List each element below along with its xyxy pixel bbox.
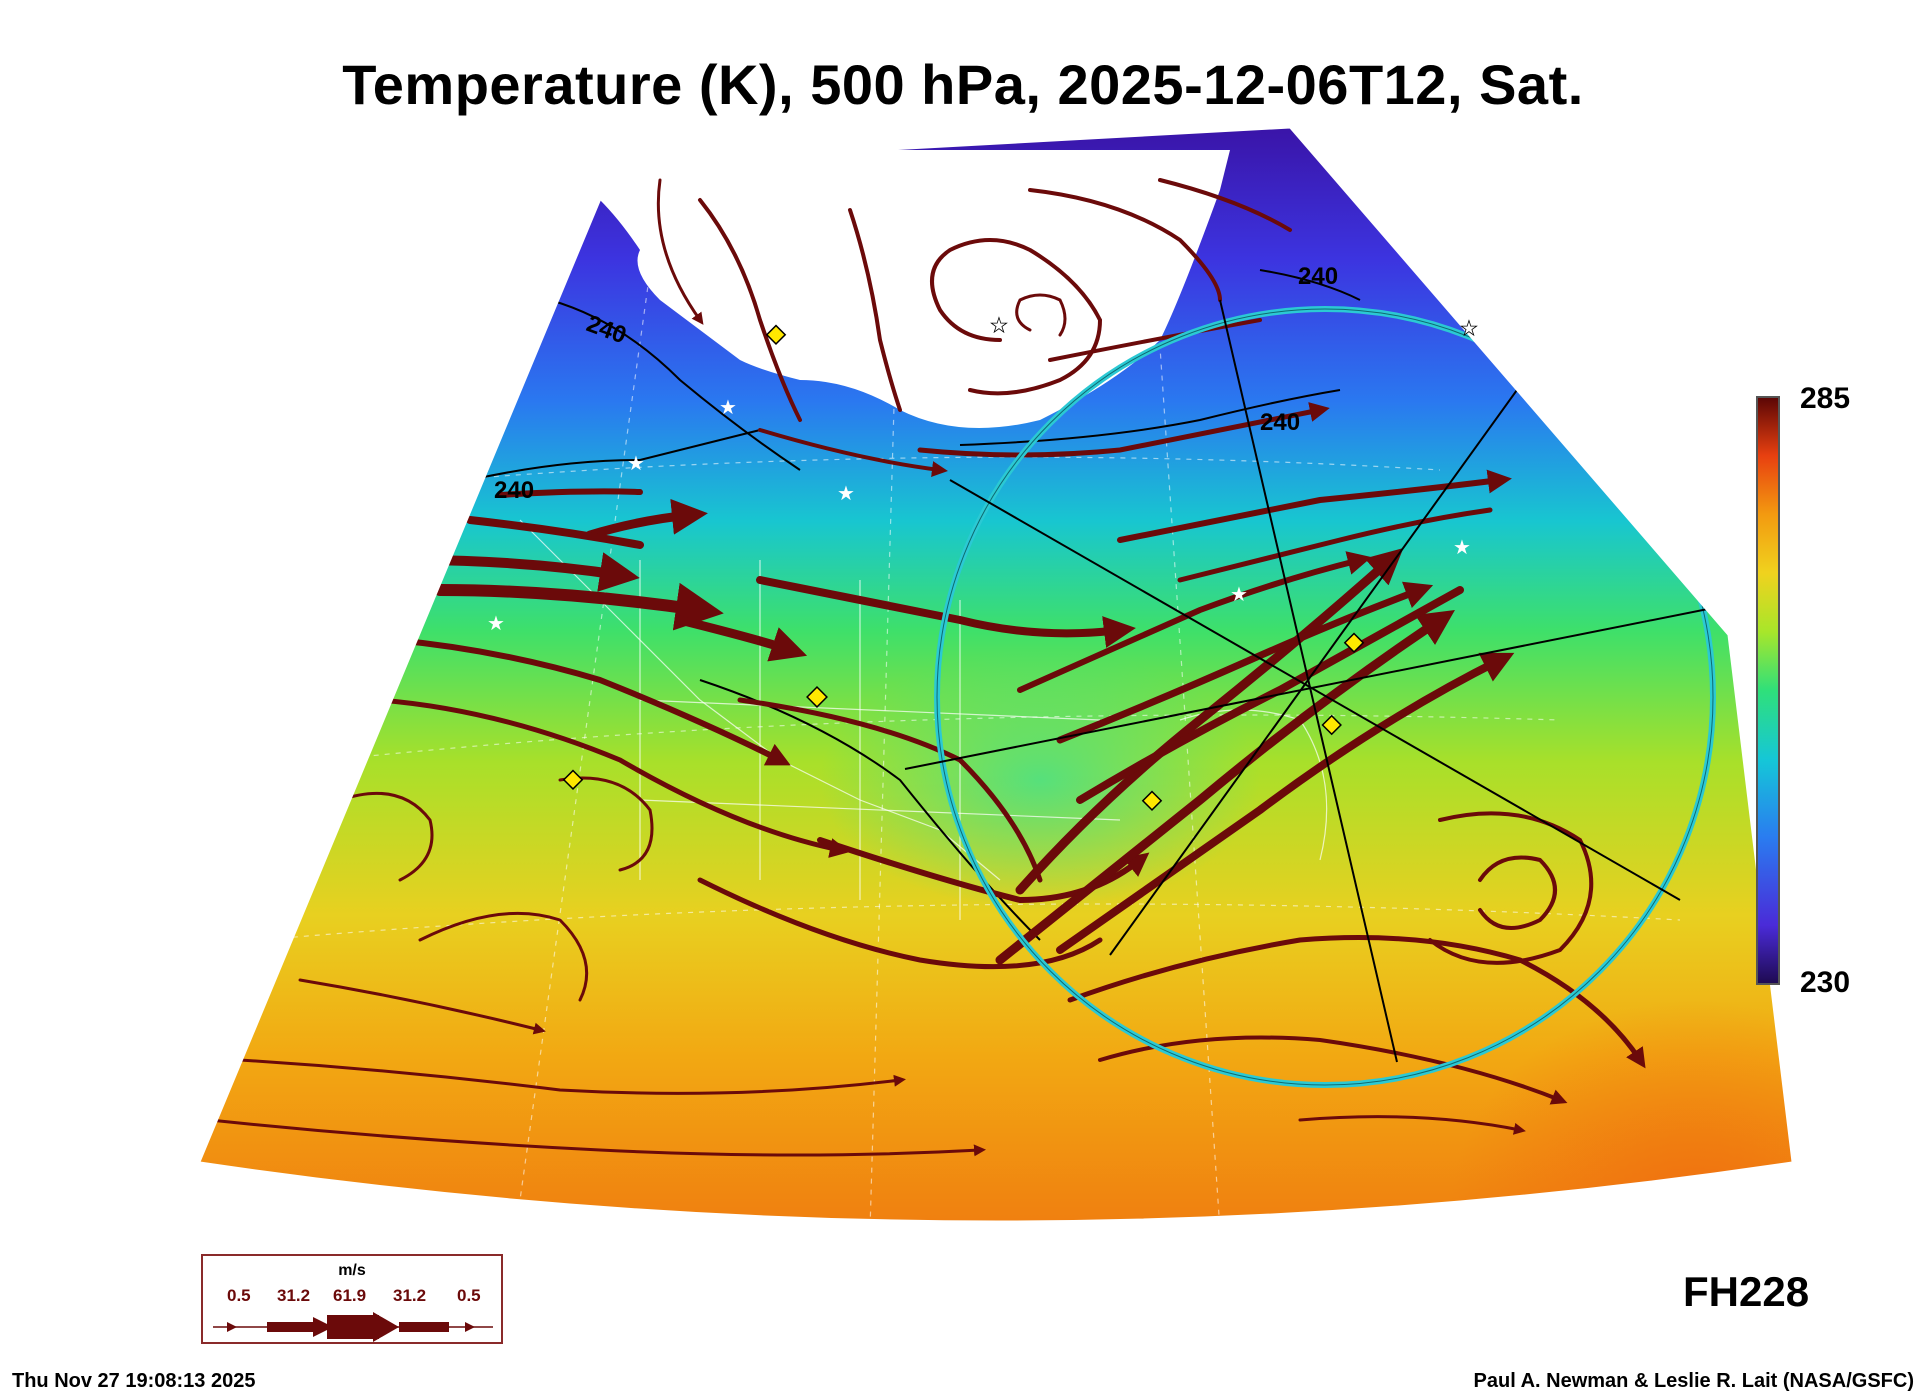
colorbar-min-label: 230 [1800, 966, 1851, 999]
wind-legend-value: 0.5 [227, 1286, 251, 1305]
svg-text:★: ★ [1230, 582, 1248, 606]
svg-text:★: ★ [990, 315, 1008, 337]
svg-text:★: ★ [837, 481, 855, 505]
timestamp: Thu Nov 27 19:08:13 2025 [12, 1370, 256, 1392]
colorbar-max-label: 285 [1800, 382, 1851, 415]
credit-text: Paul A. Newman & Leslie R. Lait (NASA/GS… [1473, 1370, 1914, 1392]
contour-label: 240 [1260, 409, 1300, 436]
temperature-field: ★ ★ ★ ★ ★ ★ 240 240 240 240 ★ ★ [199, 127, 1793, 1222]
svg-text:★: ★ [1460, 318, 1478, 340]
wind-legend-value: 61.9 [333, 1286, 367, 1305]
wind-unit-label: m/s [338, 1262, 366, 1279]
wind-streamlines [208, 178, 1646, 1157]
contour-label: 240 [1298, 263, 1338, 290]
wind-speed-legend: m/s 0.5 31.2 61.9 31.2 0.5 [201, 1254, 503, 1344]
wind-legend-value: 31.2 [393, 1286, 427, 1305]
missing-data-region [600, 150, 1230, 428]
wind-legend-value: 31.2 [277, 1286, 311, 1305]
forecast-hour-label: FH228 [1683, 1268, 1810, 1315]
contour-label: 240 [494, 477, 534, 504]
svg-text:★: ★ [627, 451, 645, 475]
site-markers [562, 324, 1365, 811]
svg-text:★: ★ [719, 395, 737, 419]
colorbar [1756, 396, 1780, 985]
cross-section-lines [904, 299, 1729, 1063]
svg-text:★: ★ [487, 611, 505, 635]
wind-legend-value: 0.5 [457, 1286, 481, 1305]
map-title: Temperature (K), 500 hPa, 2025-12-06T12,… [342, 53, 1584, 116]
wind-legend-arrows [213, 1312, 493, 1342]
svg-text:★: ★ [1453, 535, 1471, 559]
star-markers: ★ ★ ★ ★ ★ ★ [487, 395, 1471, 635]
